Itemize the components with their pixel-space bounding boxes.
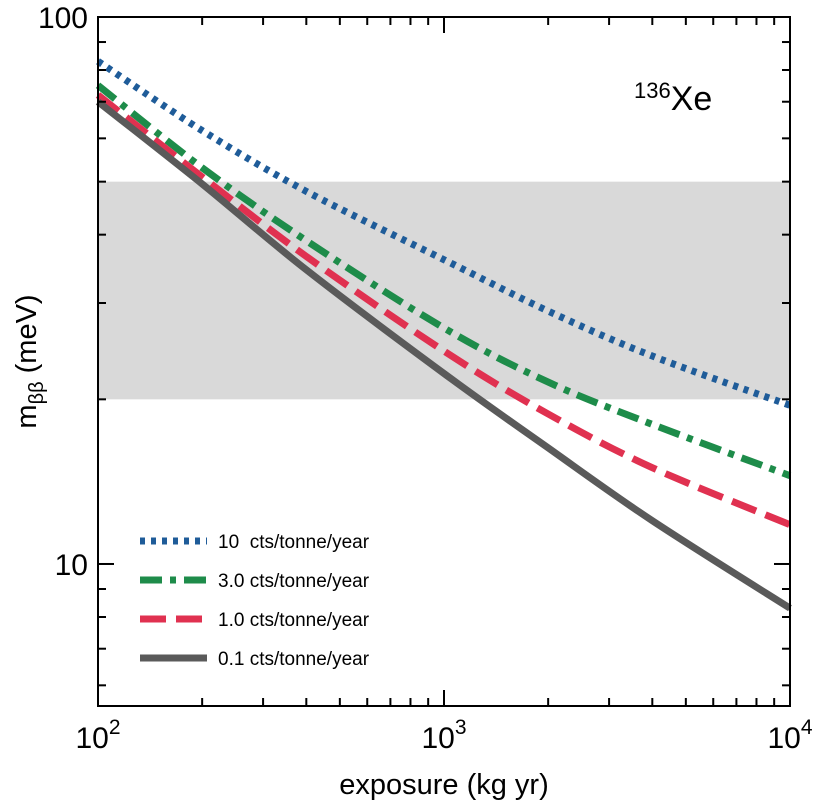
tick-labels-layer: 102 103 104 10 100 <box>38 2 813 755</box>
y-tick-label: 100 <box>38 2 88 35</box>
x-tick-label: 104 <box>767 716 812 755</box>
series-layer <box>95 58 792 612</box>
x-axis-label: exposure (kg yr) <box>339 769 549 801</box>
series-line-2 <box>95 82 792 479</box>
isotope-symbol: Xe <box>671 80 713 118</box>
y-axis-label-unit: (meV) <box>11 294 43 381</box>
x-tick-label: 103 <box>421 716 466 755</box>
legend-label-3: 1.0 cts/tonne/year <box>218 610 370 631</box>
isotope-mass-number: 136 <box>634 78 671 103</box>
y-axis-label-subscript: ββ <box>26 381 48 404</box>
x-tick-label: 102 <box>75 716 120 755</box>
isotope-annotation: 136Xe <box>634 78 712 118</box>
y-tick-label: 10 <box>55 549 88 582</box>
legend-label-1: 10 cts/tonne/year <box>218 532 370 553</box>
series-line-4 <box>95 98 792 612</box>
y-axis-label-base: m <box>11 404 43 428</box>
ticks-layer <box>97 16 791 706</box>
y-axis-label: mββ (meV) <box>11 294 48 428</box>
legend: 10 cts/tonne/year 3.0 cts/tonne/year 1.0 c… <box>140 532 370 670</box>
legend-label-4: 0.1 cts/tonne/year <box>218 649 370 670</box>
legend-label-2: 3.0 cts/tonne/year <box>218 571 370 592</box>
series-line-1 <box>96 58 792 409</box>
series-line-3 <box>95 92 792 528</box>
